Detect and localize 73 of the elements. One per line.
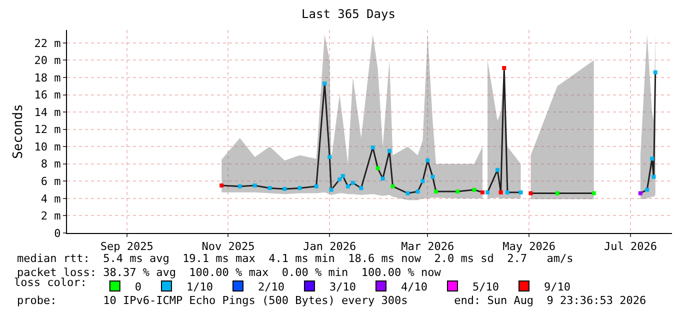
point bbox=[426, 158, 430, 162]
point bbox=[338, 177, 342, 182]
point bbox=[340, 174, 345, 178]
point bbox=[390, 184, 395, 188]
text: packet loss: 38.37 % avg 100.00 % max 0.00 % min 100.00 % now bbox=[17, 266, 442, 279]
legend-label: 5/10 bbox=[472, 280, 499, 294]
point bbox=[282, 186, 287, 191]
point bbox=[380, 176, 385, 181]
y-tick-label: 20 m bbox=[34, 54, 62, 68]
point bbox=[502, 66, 506, 70]
point bbox=[650, 156, 654, 161]
text: probe: 10 IPv6-ICMP Echo Pings (500 Bytes) every 300s end: Sun Aug 9 23:36:53 2026 bbox=[17, 294, 646, 307]
y-tick-label: 12 m bbox=[34, 123, 62, 136]
point bbox=[495, 168, 500, 172]
x-tick-label: Nov 2025 bbox=[202, 240, 255, 254]
point bbox=[430, 174, 435, 179]
text: median rtt: 5.4 ms avg 19.1 ms max 4.1 ms min 18.6 ms now 2.0 ms sd 2.7 am/s bbox=[17, 252, 574, 265]
y-tick-label: 8 m bbox=[40, 158, 62, 171]
y-tick-label: 6 m bbox=[40, 175, 62, 188]
point bbox=[528, 191, 533, 196]
point bbox=[328, 154, 332, 159]
point bbox=[652, 174, 656, 179]
point bbox=[252, 183, 257, 188]
point bbox=[346, 184, 350, 188]
x-tick-label: Jan 2026 bbox=[303, 240, 356, 254]
x-tick-label: May 2026 bbox=[502, 240, 556, 254]
point bbox=[350, 180, 355, 185]
legend-label: 1/10 bbox=[186, 280, 213, 294]
y-tick-label: 4 m bbox=[40, 192, 62, 206]
point bbox=[329, 188, 334, 192]
legend-label: 0 bbox=[134, 280, 142, 294]
point bbox=[387, 148, 392, 153]
y-tick-label: 16 m bbox=[34, 88, 62, 102]
point bbox=[480, 190, 485, 194]
point bbox=[505, 190, 510, 194]
chart-title: Last 365 Days bbox=[302, 7, 396, 22]
point bbox=[314, 184, 318, 188]
point bbox=[370, 145, 375, 150]
point bbox=[376, 166, 380, 170]
point bbox=[298, 186, 302, 190]
point bbox=[322, 82, 327, 86]
y-tick-label: 14 m bbox=[34, 106, 62, 119]
point bbox=[238, 184, 242, 188]
x-tick-label: Mar 2026 bbox=[401, 240, 454, 254]
point bbox=[359, 186, 364, 190]
point bbox=[518, 190, 523, 194]
point bbox=[486, 190, 490, 194]
y-tick-label: 10 m bbox=[34, 140, 62, 154]
y-tick-label: 22 m bbox=[34, 36, 62, 50]
y-axis-title: Seconds bbox=[11, 104, 26, 159]
legend-label: 2/10 bbox=[258, 280, 284, 294]
point bbox=[472, 188, 476, 192]
point bbox=[420, 179, 425, 184]
y-tick-label: 0 bbox=[54, 226, 61, 240]
point bbox=[406, 191, 410, 196]
point bbox=[416, 190, 420, 194]
y-tick-label: 2 m bbox=[40, 210, 62, 223]
point bbox=[592, 191, 596, 196]
point bbox=[498, 190, 503, 194]
point bbox=[268, 186, 272, 190]
y-tick-label: 18 m bbox=[34, 71, 62, 84]
point bbox=[555, 191, 560, 196]
legend-label: 4/10 bbox=[400, 280, 428, 294]
legend-label: 3/10 bbox=[329, 280, 356, 294]
legend-label: 9/10 bbox=[544, 280, 570, 294]
point bbox=[220, 183, 224, 188]
point bbox=[653, 70, 658, 74]
x-tick-label: Jul 2026 bbox=[604, 240, 657, 254]
x-tick-label: Sep 2025 bbox=[100, 240, 154, 254]
point bbox=[638, 191, 642, 196]
point bbox=[456, 190, 460, 194]
point bbox=[434, 190, 438, 194]
point bbox=[645, 188, 650, 192]
